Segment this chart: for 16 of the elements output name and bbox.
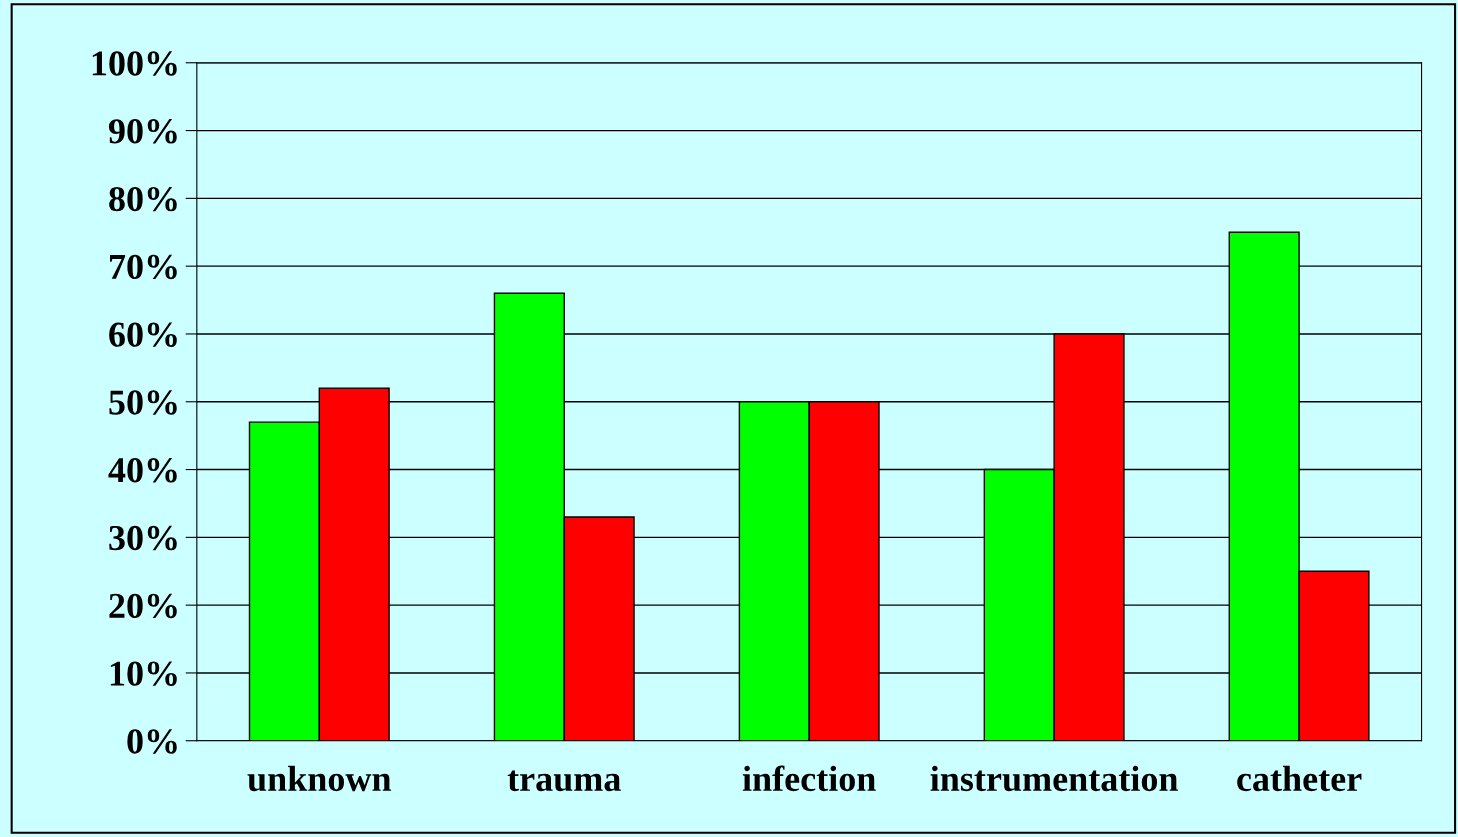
y-tick-label: 60% bbox=[109, 322, 177, 347]
x-tick-label: trauma bbox=[507, 770, 621, 792]
y-tick-label: 50% bbox=[109, 390, 177, 415]
y-tick-label: 40% bbox=[108, 458, 177, 483]
x-tick-label: unknown bbox=[247, 765, 392, 792]
y-tick-label: 0% bbox=[127, 729, 177, 754]
x-tick-label: instrumentation bbox=[930, 765, 1178, 792]
y-tick-label: 30% bbox=[109, 525, 177, 551]
y-tick-label: 70% bbox=[110, 254, 177, 280]
x-tick-label: infection bbox=[742, 765, 876, 792]
y-tick-label: 100% bbox=[92, 51, 177, 76]
y-tick-label: 90% bbox=[108, 119, 177, 144]
y-tick-label: 20% bbox=[109, 593, 177, 619]
y-tick-label: 10% bbox=[110, 661, 177, 686]
y-tick-label: 80% bbox=[109, 186, 177, 212]
x-tick-label: catheter bbox=[1237, 765, 1362, 792]
